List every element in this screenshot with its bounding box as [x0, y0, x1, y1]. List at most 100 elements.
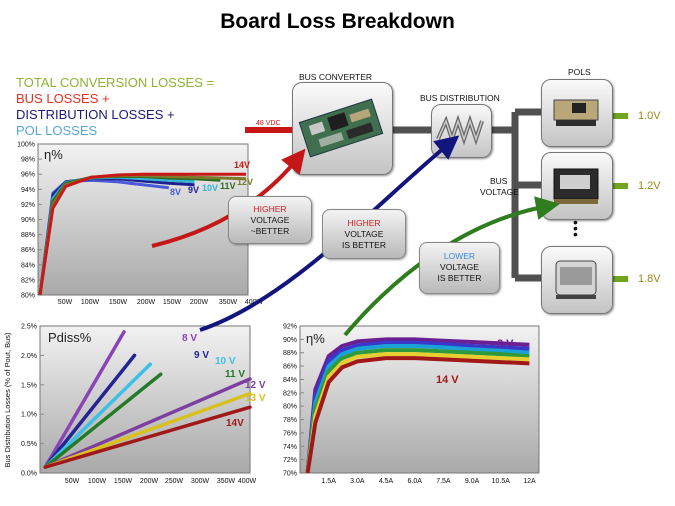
callout-2-line-3: IS BETTER	[342, 240, 386, 250]
c1-y-tick-label: 80%	[21, 293, 35, 300]
chart1-series-label: 11V	[220, 181, 236, 191]
pol-module-icon	[555, 260, 597, 299]
bus-converter-box	[292, 82, 393, 175]
c3-y-tick-label: 86%	[283, 364, 297, 371]
c3-x-tick-label: 1.5A	[321, 478, 336, 485]
c2-y-tick-label: 1.5%	[21, 382, 37, 389]
c3-y-tick-label: 80%	[283, 404, 297, 411]
chart1-series-label: 8V	[170, 187, 181, 197]
inductor-coil-icon	[436, 114, 484, 146]
distribution-loss-chart: 0.0% 0.5% 1.0% 1.5% 2.0% 2.5% 50W 100W 150W 200W 2…	[3, 324, 266, 486]
chart3-series-label: 8 V	[497, 338, 514, 350]
c2-x-tick-label: 250W	[165, 478, 184, 485]
c2-x-tick-label: 50W	[65, 478, 80, 485]
chart2-series-label: 13 V	[245, 393, 266, 404]
plot-area	[39, 325, 251, 474]
bus-converter-module-icon	[298, 98, 384, 158]
legend-total-losses: TOTAL CONVERSION LOSSES =	[16, 75, 215, 90]
chart3-title: η%	[306, 331, 325, 346]
c1-x-tick-label: 350W	[219, 299, 238, 306]
pol-box-2	[541, 152, 613, 220]
c1-x-tick-label: 200W	[137, 299, 156, 306]
c2-y-tick-label: 2.0%	[21, 353, 37, 360]
c3-y-tick-label: 82%	[283, 390, 297, 397]
c1-y-tick-label: 86%	[21, 247, 35, 254]
c1-y-tick-label: 88%	[21, 232, 35, 239]
chart1-title: η%	[44, 147, 63, 162]
pol-output-1: 1.0V	[638, 110, 661, 122]
legend-distribution-losses: DISTRIBUTION LOSSES +	[16, 107, 175, 122]
c2-y-tick-label: 2.5%	[21, 324, 37, 331]
chart2-series-8V	[43, 330, 126, 469]
chart1-series-label: 14V	[234, 160, 250, 170]
chart2-series-11V	[43, 372, 163, 469]
c2-x-tick-label: 350W	[217, 478, 236, 485]
c3-x-tick-label: 9.0A	[465, 478, 480, 485]
c1-y-tick-label: 82%	[21, 277, 35, 284]
c2-y-tick-label: 0.0%	[21, 471, 37, 478]
c1-y-tick-label: 98%	[21, 157, 35, 164]
c2-x-tick-label: 150W	[114, 478, 133, 485]
callout-3-line-2: VOLTAGE	[440, 262, 479, 272]
pol-efficiency-chart: 70% 72% 74% 76% 78% 80% 82% 84% 86% 88% 90% 92% 1.5A…	[283, 324, 540, 485]
c2-x-tick-label: 300W	[191, 478, 210, 485]
callout-bus-distribution: HIGHER VOLTAGE IS BETTER	[322, 209, 406, 259]
c3-y-tick-label: 76%	[283, 430, 297, 437]
c3-y-tick-label: 78%	[283, 417, 297, 424]
pol-module-icon	[553, 99, 599, 126]
chart3-series-label: 14 V	[436, 374, 459, 386]
c3-y-tick-label: 72%	[283, 457, 297, 464]
c2-y-tick-label: 1.0%	[21, 412, 37, 419]
page-title: Board Loss Breakdown	[220, 10, 455, 33]
chart2-y-axis-label: Bus Distribution Losses (% of Pout, Bus)	[3, 332, 12, 468]
c2-y-tick-label: 0.5%	[21, 441, 37, 448]
c2-x-tick-label: 100W	[88, 478, 107, 485]
c3-y-tick-label: 84%	[283, 377, 297, 384]
chart2-series-label: 9 V	[194, 350, 209, 361]
chart1-series-label: 12V	[237, 177, 253, 187]
c1-y-tick-label: 100%	[17, 142, 35, 149]
legend-bus-losses: BUS LOSSES +	[16, 91, 110, 106]
bus-converter-label: BUS CONVERTER	[299, 72, 373, 82]
chart2-series-label: 8 V	[182, 333, 197, 344]
c3-y-tick-label: 74%	[283, 444, 297, 451]
callout-3-line-3: IS BETTER	[437, 273, 482, 283]
c2-x-tick-label: 400W	[238, 478, 257, 485]
callout-1-line-1: HIGHER	[253, 204, 287, 214]
c1-y-tick-label: 94%	[21, 187, 35, 194]
c3-x-tick-label: 10.5A	[492, 478, 511, 485]
chart2-series-12V	[43, 377, 252, 469]
c1-x-tick-label: 400W	[245, 299, 264, 306]
chart2-series-14V	[43, 405, 252, 469]
c3-y-tick-label: 88%	[283, 350, 297, 357]
c1-x-tick-label: 150W	[109, 299, 128, 306]
c2-x-tick-label: 200W	[140, 478, 159, 485]
pol-box-1	[541, 79, 613, 147]
plot-area	[37, 143, 249, 296]
efficiency-vs-power-chart: 80% 82% 84% 86% 88% 90% 92% 94% 96% 98% 100% 50W 100…	[17, 142, 263, 307]
c3-y-tick-label: 90%	[283, 337, 297, 344]
pol-output-2: 1.2V	[638, 180, 661, 192]
callout-1-line-2: VOLTAGE	[250, 215, 290, 225]
callout-pols: LOWER VOLTAGE IS BETTER	[419, 242, 500, 294]
bus-voltage-label-2: VOLTAGE	[480, 187, 519, 197]
bus-distribution-box	[431, 104, 492, 158]
chart2-series-label: 10 V	[215, 356, 236, 367]
c3-x-tick-label: 7.5A	[436, 478, 451, 485]
pols-label: POLS	[568, 67, 591, 77]
input-voltage-label: 48 VDC	[256, 120, 281, 127]
chart1-series-label: 9V	[188, 185, 199, 195]
pol-output-3: 1.8V	[638, 273, 661, 285]
pol-module-icon	[553, 168, 599, 204]
chart3-series-14V	[305, 356, 530, 474]
pol-box-3	[541, 246, 613, 314]
c1-x-tick-label: 100W	[81, 299, 100, 306]
c1-y-tick-label: 96%	[21, 172, 35, 179]
c3-y-tick-label: 92%	[283, 324, 297, 331]
c3-y-tick-label: 70%	[283, 471, 297, 478]
bus-voltage-label-1: BUS	[490, 176, 508, 186]
c3-x-tick-label: 3.0A	[350, 478, 365, 485]
bus-distribution-label: BUS DISTRIBUTION	[420, 93, 500, 103]
c1-y-tick-label: 90%	[21, 217, 35, 224]
chart2-series-label: 12 V	[245, 380, 266, 391]
